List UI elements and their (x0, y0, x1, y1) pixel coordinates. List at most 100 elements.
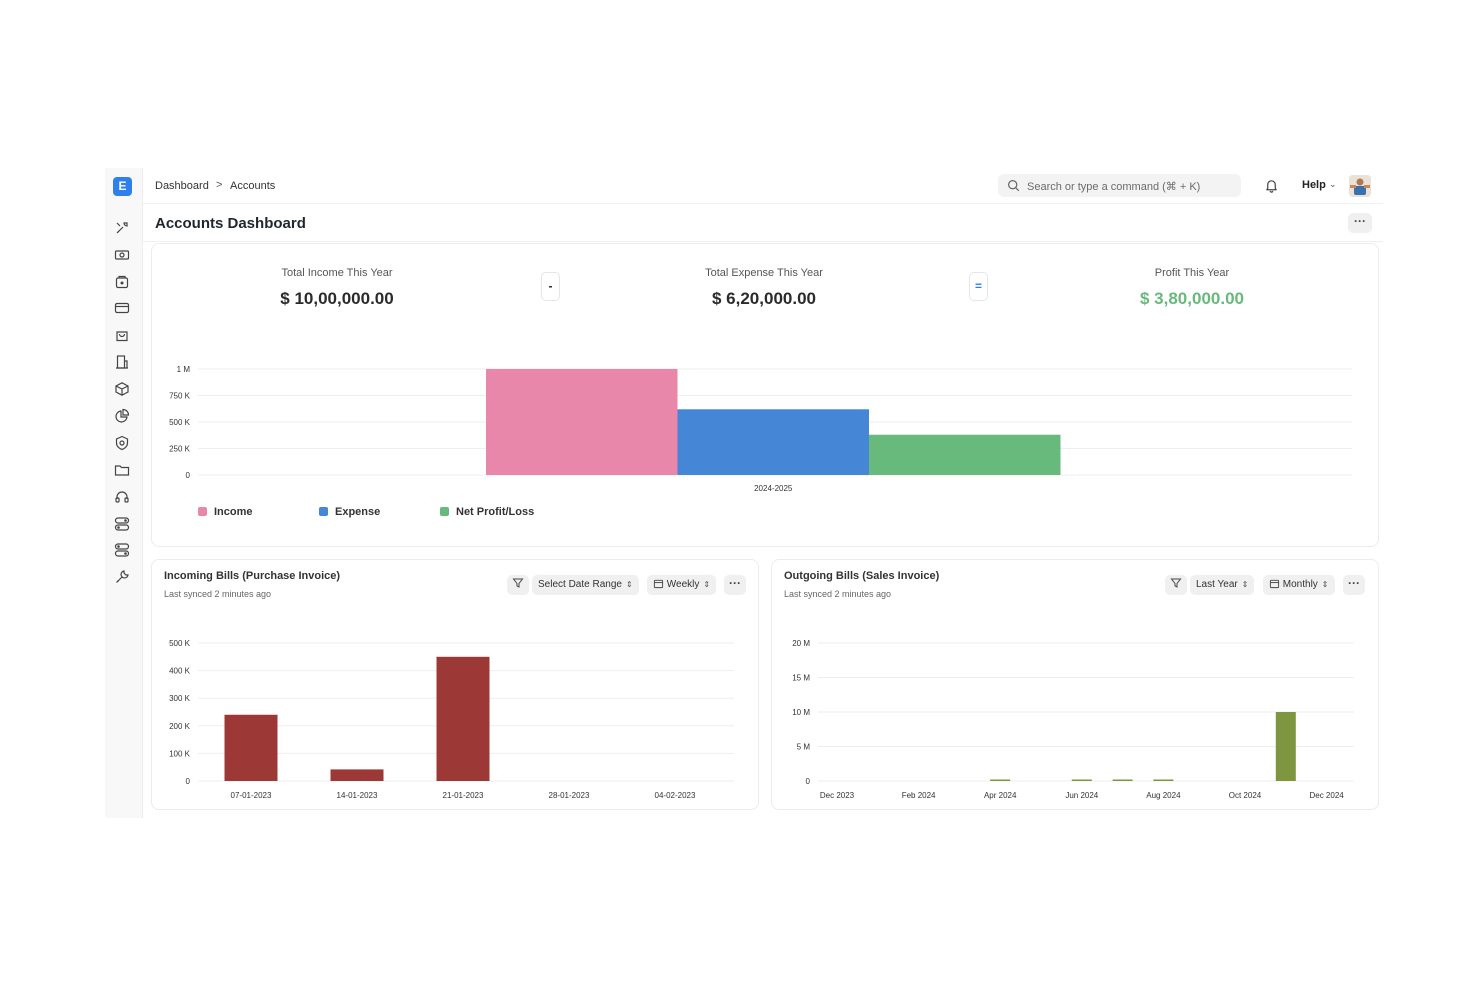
income-expense-chart: 0 250 K 500 K 750 K 1 M 2024-2025 (169, 365, 1352, 493)
incoming-filter-button[interactable] (507, 575, 529, 595)
breadcrumb-dashboard[interactable]: Dashboard (155, 180, 209, 192)
bell-icon[interactable] (1264, 178, 1279, 193)
folder-icon[interactable] (114, 462, 130, 478)
legend-label: Expense (335, 506, 381, 518)
search-placeholder: Search or type a command (⌘ + K) (1027, 181, 1201, 193)
toggle-alt-icon[interactable] (114, 542, 130, 558)
chart-pie-icon[interactable] (114, 408, 130, 424)
calendar-icon (653, 579, 664, 589)
user-avatar-icon (1349, 175, 1371, 197)
x-tick-label: Aug 2024 (1146, 791, 1181, 800)
page-more-button[interactable]: ··· (1348, 213, 1372, 233)
y-tick-label: 1 M (177, 365, 191, 374)
outgoing-chart-title: Outgoing Bills (Sales Invoice) (784, 570, 940, 582)
search-input[interactable]: Search or type a command (⌘ + K) (998, 174, 1241, 197)
y-tick-label: 250 K (169, 445, 191, 454)
page-title: Accounts Dashboard (155, 215, 306, 232)
minus-operator: - (541, 272, 560, 301)
equals-operator: = (969, 272, 988, 301)
incoming-date-range-label: Select Date Range (538, 579, 622, 590)
outgoing-interval-select[interactable]: Monthly ⇕ (1263, 575, 1335, 595)
legend-item[interactable]: Net Profit/Loss (440, 506, 534, 518)
tools-icon[interactable] (114, 220, 130, 236)
legend-item[interactable]: Expense (319, 506, 380, 518)
income-value: $ 10,00,000.00 (280, 289, 394, 308)
help-menu[interactable]: Help (1302, 179, 1326, 191)
building-icon[interactable] (114, 354, 130, 370)
bar-incoming (436, 656, 490, 781)
outgoing-filter-button[interactable] (1165, 575, 1187, 595)
y-tick-label: 200 K (169, 722, 191, 731)
profit-value: $ 3,80,000.00 (1140, 289, 1244, 308)
safe-icon[interactable] (114, 274, 130, 290)
legend-item[interactable]: Income (198, 506, 253, 518)
x-tick-label: Feb 2024 (902, 791, 936, 800)
x-tick-label: 07-01-2023 (231, 791, 272, 800)
incoming-date-range-select[interactable]: Select Date Range ⇕ (532, 575, 639, 595)
breadcrumb-separator: > (216, 179, 223, 191)
y-tick-label: 0 (186, 777, 191, 786)
card-icon[interactable] (114, 300, 130, 316)
filter-icon (512, 578, 524, 588)
outgoing-date-range-label: Last Year (1196, 579, 1238, 590)
legend-swatch (319, 507, 328, 516)
money-icon[interactable] (114, 247, 130, 263)
outgoing-sync-status: Last synced 2 minutes ago (784, 589, 892, 599)
bar-net-profit-loss (869, 434, 1061, 475)
x-tick-label: 04-02-2023 (655, 791, 696, 800)
page-header: Accounts Dashboard ··· (143, 205, 1383, 242)
x-tick-label: Dec 2023 (820, 791, 855, 800)
y-tick-label: 400 K (169, 667, 191, 676)
sidebar: E (105, 168, 143, 818)
shopping-bag-icon[interactable] (114, 327, 130, 343)
shield-icon[interactable] (114, 435, 130, 451)
wrench-icon[interactable] (114, 569, 130, 585)
expense-value: $ 6,20,000.00 (712, 289, 816, 308)
legend-swatch (440, 507, 449, 516)
y-tick-label: 750 K (169, 392, 191, 401)
y-tick-label: 100 K (169, 749, 191, 758)
bar-outgoing (1153, 779, 1174, 781)
avatar[interactable] (1349, 175, 1371, 197)
x-tick-label: 2024-2025 (754, 484, 793, 493)
incoming-sync-status: Last synced 2 minutes ago (164, 589, 272, 599)
headset-icon[interactable] (114, 489, 130, 505)
x-tick-label: Oct 2024 (1229, 791, 1262, 800)
bar-incoming (224, 714, 278, 781)
x-tick-label: 14-01-2023 (337, 791, 378, 800)
toggle-icon[interactable] (114, 516, 130, 532)
y-tick-label: 0 (806, 777, 811, 786)
updown-icon: ⇕ (1241, 580, 1249, 589)
box-icon[interactable] (114, 381, 130, 397)
incoming-more-button[interactable]: ··· (724, 575, 746, 595)
bar-incoming (330, 769, 384, 781)
bar-income (486, 369, 678, 475)
x-tick-label: Apr 2024 (984, 791, 1017, 800)
outgoing-more-button[interactable]: ··· (1343, 575, 1365, 595)
bar-outgoing (990, 779, 1011, 781)
y-tick-label: 20 M (792, 639, 810, 648)
outgoing-interval-label: Monthly (1282, 579, 1318, 590)
incoming-interval-select[interactable]: Weekly ⇕ (647, 575, 717, 595)
breadcrumb-accounts[interactable]: Accounts (230, 180, 276, 192)
incoming-bills-chart: 0 100 K 200 K 300 K 400 K 500 K 07-01-2023 14-0… (169, 639, 734, 800)
updown-icon: ⇕ (625, 580, 633, 589)
incoming-interval-label: Weekly (666, 579, 700, 590)
topbar: Dashboard > Accounts Search or type a co… (143, 168, 1383, 204)
outgoing-bills-chart: 0 5 M 10 M 15 M 20 M Dec 2023 Feb 2024 Apr 2024… (792, 639, 1354, 800)
search-icon (1008, 180, 1020, 192)
bar-outgoing (1112, 779, 1133, 781)
updown-icon: ⇕ (703, 580, 711, 589)
outgoing-date-range-select[interactable]: Last Year ⇕ (1190, 575, 1255, 595)
app-logo[interactable]: E (113, 177, 132, 196)
x-tick-label: Dec 2024 (1309, 791, 1344, 800)
bar-outgoing (1275, 712, 1296, 781)
legend-label: Income (214, 506, 253, 518)
legend-label: Net Profit/Loss (456, 506, 535, 518)
app-window: E Dashboard > Accounts Search or type a … (105, 168, 1383, 818)
bar-expense (677, 409, 869, 475)
y-tick-label: 500 K (169, 418, 191, 427)
y-tick-label: 5 M (797, 743, 811, 752)
y-tick-label: 300 K (169, 694, 191, 703)
calendar-icon (1269, 579, 1280, 589)
